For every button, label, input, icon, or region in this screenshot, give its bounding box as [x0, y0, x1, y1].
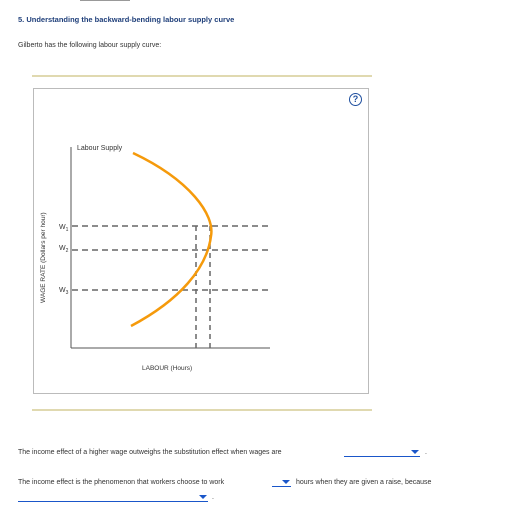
chevron-down-icon [411, 450, 419, 454]
y-axis-label: WAGE RATE (Dollars per hour) [40, 212, 47, 303]
chevron-down-icon [282, 480, 290, 484]
x-axis-label: LABOUR (Hours) [142, 365, 192, 372]
wage-label-w1: W1 [59, 224, 69, 233]
income-effect-question-2-cont: hours when they are given a raise, becau… [296, 479, 432, 486]
income-effect-question-2: The income effect is the phenomenon that… [18, 479, 225, 486]
income-effect-question-1: The income effect of a higher wage outwe… [18, 449, 282, 456]
sentence2-period: . [212, 494, 214, 501]
help-icon[interactable]: ? [349, 93, 362, 106]
question-intro: Gilberto has the following labour supply… [18, 42, 162, 49]
top-divider [80, 0, 130, 1]
wage-level-dropdown[interactable] [344, 447, 420, 457]
wage-label-w3: W3 [59, 287, 69, 296]
legend-label: Labour Supply [77, 145, 123, 152]
sentence1-period: . [425, 449, 427, 456]
question-title: 5. Understanding the backward-bending la… [18, 15, 235, 24]
chevron-down-icon [199, 495, 207, 499]
reason-dropdown[interactable] [18, 492, 208, 502]
wage-label-w2: W2 [59, 245, 69, 254]
labour-supply-curve [130, 151, 213, 328]
graph-panel [33, 88, 369, 394]
divider-bottom [32, 409, 372, 411]
divider-top [32, 75, 372, 77]
hours-direction-dropdown[interactable] [272, 477, 291, 487]
